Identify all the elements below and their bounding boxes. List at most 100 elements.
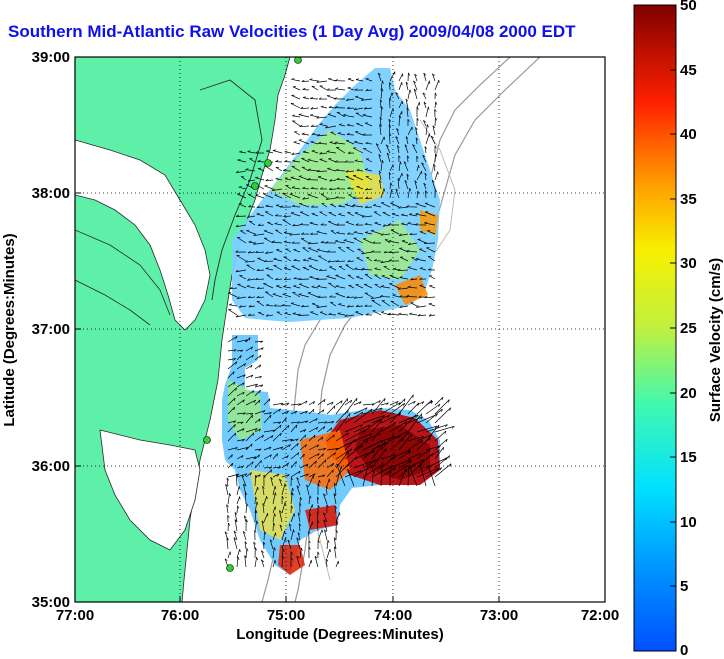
velocity-arrow [424, 172, 427, 181]
velocity-arrowhead [334, 239, 339, 242]
velocity-arrow [299, 429, 306, 433]
velocity-arrowhead [284, 483, 287, 487]
velocity-arrow [316, 496, 319, 505]
velocity-arrow [236, 354, 242, 361]
velocity-arrow [282, 193, 292, 199]
velocity-arrow [236, 428, 245, 433]
velocity-arrowhead [365, 407, 368, 411]
velocity-arrowhead [250, 472, 252, 476]
velocity-arrow [335, 448, 352, 460]
velocity-arrowhead [318, 268, 322, 271]
velocity-arrow [281, 425, 290, 433]
velocity-arrowhead [298, 470, 301, 474]
velocity-arrow [254, 434, 264, 442]
velocity-arrowhead [378, 433, 381, 436]
velocity-arrow [421, 162, 427, 172]
velocity-arrow [430, 136, 436, 145]
velocity-arrowhead [349, 448, 353, 452]
velocity-arrowhead [346, 295, 350, 299]
velocity-arrow [389, 283, 400, 289]
velocity-arrow [326, 151, 337, 154]
velocity-arrow [416, 190, 419, 199]
velocity-arrow [261, 520, 265, 532]
velocity-arrowhead [273, 257, 277, 260]
velocity-arrow [255, 194, 265, 199]
radar-station-marker [203, 436, 211, 444]
velocity-arrow [272, 492, 276, 505]
velocity-arrowhead [416, 117, 419, 121]
velocity-arrow [308, 247, 319, 253]
velocity-arrow [381, 275, 391, 280]
velocity-arrowhead [245, 519, 248, 523]
velocity-arrowhead [391, 212, 396, 215]
velocity-arrow [389, 438, 404, 451]
velocity-arrowhead [290, 477, 293, 481]
velocity-arrow [326, 276, 337, 280]
radar-station-marker [251, 182, 259, 190]
velocity-arrow [423, 120, 427, 127]
velocity-arrowhead [246, 548, 249, 552]
velocity-arrowhead [359, 470, 362, 473]
velocity-arrowhead [256, 501, 259, 505]
velocity-arrowhead [316, 80, 320, 83]
velocity-arrowhead [408, 450, 411, 454]
velocity-arrowhead [290, 176, 294, 178]
velocity-arrow [434, 101, 436, 109]
velocity-arrowhead [242, 391, 245, 395]
velocity-arrow [425, 133, 430, 145]
velocity-arrow [380, 80, 383, 91]
colorbar-tick-label: 10 [680, 514, 697, 531]
velocity-arrow [398, 463, 416, 478]
velocity-arrowhead [293, 258, 297, 261]
velocity-arrow [298, 114, 310, 118]
velocity-arrow [347, 87, 355, 91]
velocity-arrow [380, 454, 396, 460]
velocity-arrow [346, 134, 355, 136]
velocity-arrow [254, 384, 263, 388]
velocity-arrowhead [302, 186, 306, 189]
velocity-arrowhead [314, 555, 318, 559]
velocity-arrow [236, 455, 244, 460]
velocity-arrow [254, 347, 264, 352]
velocity-arrow [257, 161, 265, 163]
velocity-arrow [263, 454, 272, 460]
velocity-arrowhead [282, 555, 285, 559]
velocity-arrowhead [261, 559, 264, 563]
velocity-arrow [414, 180, 418, 190]
velocity-arrow [275, 178, 283, 181]
velocity-arrow [310, 107, 319, 110]
velocity-arrowhead [284, 530, 286, 534]
velocity-arrowhead [355, 439, 358, 443]
velocity-arrowhead [327, 113, 331, 115]
velocity-arrowhead [427, 106, 430, 110]
velocity-arrow [386, 152, 391, 163]
velocity-arrow [380, 402, 389, 406]
velocity-arrowhead [278, 421, 282, 425]
velocity-arrow [364, 122, 373, 127]
velocity-arrow [343, 114, 355, 118]
velocity-arrow [291, 205, 301, 208]
velocity-arrowhead [434, 189, 437, 193]
velocity-arrow [257, 224, 265, 226]
velocity-arrow [308, 265, 319, 271]
velocity-arrow [235, 269, 247, 273]
velocity-arrowhead [350, 399, 353, 403]
velocity-arrow [389, 430, 408, 442]
velocity-arrow [241, 474, 247, 487]
velocity-arrowhead [242, 412, 246, 415]
velocity-arrowhead [285, 418, 287, 422]
velocity-arrow [323, 493, 328, 505]
velocity-arrow [272, 421, 281, 424]
velocity-arrow [318, 143, 328, 145]
velocity-arrowhead [398, 435, 401, 439]
velocity-arrowhead [424, 146, 427, 150]
velocity-arrow [233, 537, 238, 550]
velocity-arrowhead [435, 153, 438, 157]
velocity-arrowhead [399, 276, 403, 278]
velocity-arrow [333, 537, 337, 550]
velocity-arrowhead [401, 222, 405, 225]
velocity-arrow [434, 171, 439, 181]
velocity-arrowhead [361, 267, 365, 270]
velocity-arrow [263, 429, 276, 433]
velocity-arrow [395, 136, 400, 145]
